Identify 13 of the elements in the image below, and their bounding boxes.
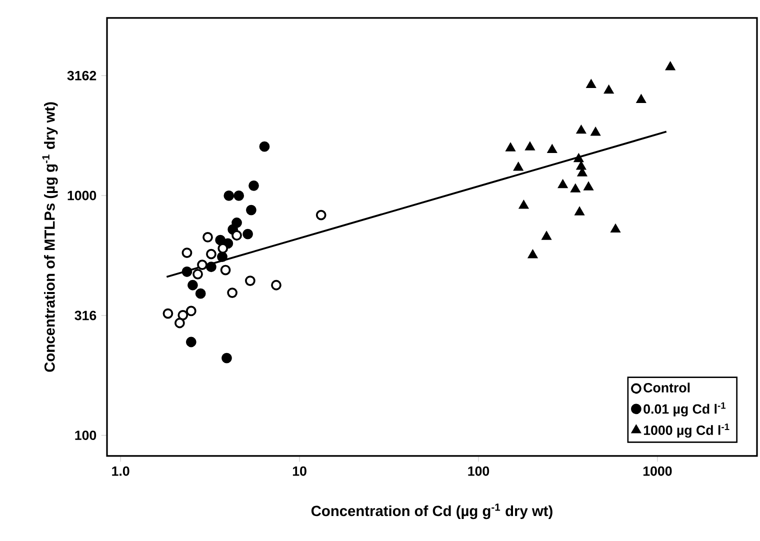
- x-tick-label: 100: [468, 466, 490, 476]
- y-tick-label: 100: [75, 430, 96, 440]
- legend-label: Control: [644, 382, 690, 392]
- y-tick-label: 3162: [67, 70, 96, 80]
- x-tick-label: 10: [292, 466, 306, 476]
- x-tick-label: 1000: [643, 466, 672, 476]
- y-axis-title: Concentration of MTLPs (µg g$^{-1}$ dry wt): [42, 102, 58, 372]
- y-tick-label: 1000: [68, 190, 96, 200]
- y-tick-label: 316: [74, 310, 96, 320]
- x-axis-title: Concentration of Cd (µg g$^{-1}$ dry wt): [311, 504, 552, 520]
- legend-label: 0.01 µg Cd l$^{-1}$: [644, 402, 726, 416]
- legend-label: 1000 µg Cd l$^{-1}$: [644, 424, 730, 438]
- x-tick-label: 1.0: [112, 466, 130, 476]
